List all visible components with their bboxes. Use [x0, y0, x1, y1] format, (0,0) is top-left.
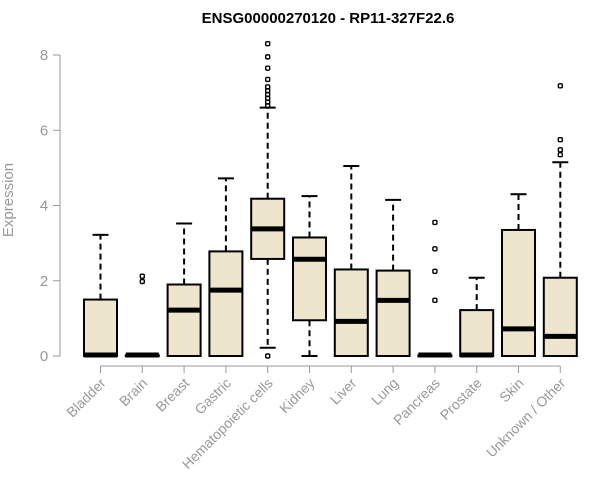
outlier-point [265, 41, 271, 47]
y-axis-label: Expression [0, 163, 17, 237]
box-skin [501, 193, 536, 357]
box-iqr [459, 309, 495, 358]
outlier-point [265, 84, 271, 90]
outlier-point [265, 353, 271, 359]
box-pancreas [417, 219, 453, 358]
plot-area [83, 41, 578, 359]
box-iqr [292, 236, 327, 322]
outlier-point [265, 54, 271, 60]
outlier-point [432, 297, 438, 304]
x-tick-label: Bladder [63, 375, 109, 421]
outlier-point [557, 147, 563, 153]
y-tick-label: 2 [40, 273, 48, 290]
box-hematopoietic-cells [250, 41, 286, 359]
x-tick-label: Lung [368, 375, 401, 408]
y-tick-label: 0 [40, 348, 48, 365]
x-tick-label: Liver [327, 375, 360, 408]
y-tick-label: 8 [40, 47, 48, 64]
outlier-point [432, 246, 438, 252]
box-iqr [166, 283, 202, 358]
x-tick-label: Skin [496, 375, 527, 406]
outlier-point [557, 152, 563, 158]
x-tick-label: Unknown / Other [483, 375, 569, 461]
box-breast [166, 222, 202, 358]
box-bladder [83, 233, 118, 358]
outlier-point [139, 273, 146, 279]
y-tick-label: 6 [40, 122, 48, 139]
box-unknown-other [542, 83, 578, 357]
outlier-point [557, 83, 563, 89]
box-kidney [292, 195, 327, 357]
box-iqr [208, 250, 244, 357]
outlier-point [557, 136, 563, 143]
box-lung [375, 198, 411, 357]
x-tick-label: Brain [116, 375, 150, 409]
outlier-point [432, 219, 438, 226]
y-axis: 0 2 4 6 8 [40, 47, 61, 365]
outlier-point [265, 65, 271, 71]
box-iqr [83, 298, 118, 357]
outlier-point [265, 76, 271, 83]
box-iqr [333, 268, 369, 357]
chart-title: ENSG00000270120 - RP11-327F22.6 [202, 10, 455, 27]
box-iqr [375, 269, 411, 357]
box-gastric [208, 177, 244, 357]
box-brain [124, 273, 160, 358]
box-iqr [542, 276, 578, 357]
box-prostate [459, 276, 495, 358]
y-tick-label: 4 [40, 198, 48, 215]
x-tick-label: Kidney [276, 375, 318, 417]
x-tick-label: Breast [152, 375, 192, 415]
x-tick-label: Prostate [437, 375, 485, 423]
box-liver [333, 164, 369, 357]
outlier-point [432, 268, 438, 275]
outlier-point [139, 278, 146, 285]
box-iqr [501, 228, 536, 357]
